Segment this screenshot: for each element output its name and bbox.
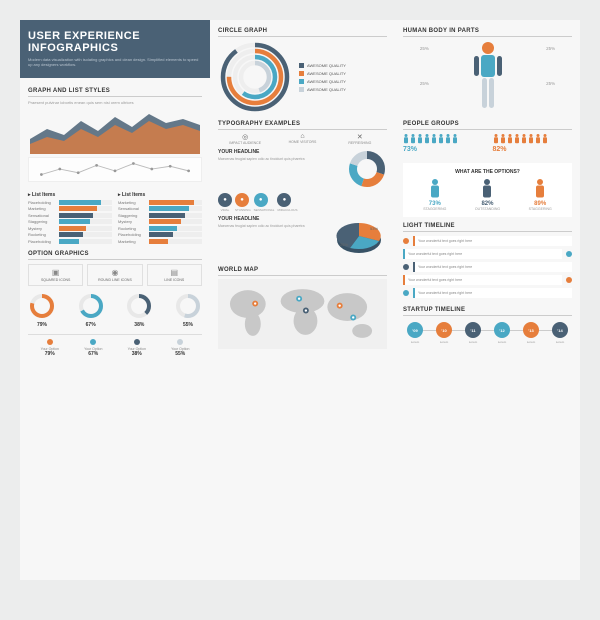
- timeline-item: Your wonderful text goes right here: [403, 288, 572, 298]
- list-bar-item: Marketing: [28, 206, 112, 211]
- list-header-1: ▸ List Items: [28, 192, 112, 198]
- option-card: ▤LINE ICONS: [147, 264, 202, 286]
- lighttl-title: LIGHT TIMELINE: [403, 223, 572, 232]
- typo-item: ⌂HOME VISITORS: [275, 133, 329, 145]
- startup-node: '10Lorem: [436, 322, 452, 344]
- list-bar-item: Placeholding: [28, 239, 112, 244]
- timeline-item: Your wonderful text goes right here: [403, 262, 572, 272]
- donut-chart: 55%: [174, 292, 202, 328]
- headline-body-1: Maecenas feugiat sapien odio ac tincidun…: [218, 157, 341, 162]
- startup-title: STARTUP TIMELINE: [403, 307, 572, 316]
- your-option-item: Your Option38%: [115, 339, 159, 357]
- page-subtitle: Modern data visualization with isolating…: [28, 57, 202, 67]
- option-person: 73%STAGGERING: [423, 179, 446, 211]
- option-person: 82%OUTSTANDING: [475, 179, 500, 211]
- donut-chart: 79%: [28, 292, 56, 328]
- people-group: 73%: [403, 134, 483, 153]
- svg-text:53%: 53%: [370, 226, 378, 231]
- list-header-2: ▸ List Items: [118, 192, 202, 198]
- typo-item: ✕REFRESHING: [333, 133, 387, 145]
- list-bar-item: Sensational: [118, 206, 202, 211]
- list-bar-item: Staggering: [28, 219, 112, 224]
- headline-2: YOUR HEADLINE: [218, 216, 326, 222]
- timeline-item: Your wonderful text goes right here: [403, 275, 572, 285]
- circle-title: CIRCLE GRAPH: [218, 28, 387, 37]
- people-group: 82%: [493, 134, 573, 153]
- main-header: USER EXPERIENCE INFOGRAPHICS Modern data…: [20, 20, 210, 78]
- headline-body-2: Maecenas feugiat sapien odio ac tincidun…: [218, 224, 326, 229]
- area-chart: [28, 109, 202, 154]
- startup-node: '11Lorem: [465, 322, 481, 344]
- list-bar-item: Staggering: [118, 213, 202, 218]
- startup-node: '14Lorem: [552, 322, 568, 344]
- strip-icon: ●VIRAL: [218, 193, 232, 212]
- legend-item: AWESOME QUALITY: [299, 71, 387, 76]
- list-bar-item: Rocketing: [118, 226, 202, 231]
- strip-icon: ●SENSATIONAL: [254, 193, 275, 212]
- your-option-item: Your Option67%: [72, 339, 116, 357]
- option-card: ▣SQUARED ICONS: [28, 264, 83, 286]
- donut-chart: 38%: [125, 292, 153, 328]
- list-bar-item: Mystery: [28, 226, 112, 231]
- list-bar-item: Marketing: [118, 239, 202, 244]
- pie-3d-chart: 53% 25%: [332, 216, 387, 261]
- svg-text:25%: 25%: [340, 242, 348, 247]
- list-bar-item: Placeholding: [28, 200, 112, 205]
- human-body-figure: 25% 25% 25% 25%: [403, 40, 572, 115]
- list-bar-item: Rocketing: [28, 232, 112, 237]
- body-title: HUMAN BODY IN PARTS: [403, 28, 572, 37]
- list-bar-item: Mystery: [118, 219, 202, 224]
- graph-subtitle: Praesent pulvinar lobortis enean quis se…: [28, 100, 202, 105]
- option-card: ◉ROUND LINE ICONS: [87, 264, 142, 286]
- strip-icon: ●STUNNING: [235, 193, 251, 212]
- startup-node: '12Lorem: [494, 322, 510, 344]
- strip-icon: ●MIRACULOUS: [277, 193, 297, 212]
- startup-node: '13Lorem: [523, 322, 539, 344]
- worldmap-title: WORLD MAP: [218, 267, 387, 276]
- list-bar-item: Marketing: [118, 200, 202, 205]
- donut-chart: 67%: [77, 292, 105, 328]
- typo-item: ◎IMPACT AUDIENCE: [218, 133, 272, 145]
- whatopt-title: WHAT ARE THE OPTIONS?: [409, 169, 566, 175]
- startup-node: '09Lorem: [407, 322, 423, 344]
- list-bar-item: Sensational: [28, 213, 112, 218]
- option-person: 89%STAGGERING: [529, 179, 552, 211]
- typo-title: TYPOGRAPHY EXAMPLES: [218, 121, 387, 130]
- world-map: [218, 279, 387, 349]
- circle-graph: AWESOME QUALITY AWESOME QUALITY AWESOME QU…: [218, 40, 387, 115]
- list-bar-item: Placeholding: [118, 232, 202, 237]
- legend-item: AWESOME QUALITY: [299, 87, 387, 92]
- timeline-item: Your wonderful text goes right here: [403, 236, 572, 246]
- mini-line-chart: [28, 157, 202, 182]
- your-option-item: Your Option79%: [28, 339, 72, 357]
- headline-1: YOUR HEADLINE: [218, 149, 341, 155]
- people-title: PEOPLE GROUPS: [403, 121, 572, 130]
- timeline-item: Your wonderful text goes right here: [403, 249, 572, 259]
- legend-item: AWESOME QUALITY: [299, 63, 387, 68]
- page-title: USER EXPERIENCE INFOGRAPHICS: [28, 30, 202, 54]
- ring-donut-chart: [347, 149, 387, 189]
- legend-item: AWESOME QUALITY: [299, 79, 387, 84]
- graph-section-title: GRAPH AND LIST STYLES: [28, 88, 202, 97]
- your-option-item: Your Option55%: [159, 339, 203, 357]
- options-title: OPTION GRAPHICS: [28, 251, 202, 260]
